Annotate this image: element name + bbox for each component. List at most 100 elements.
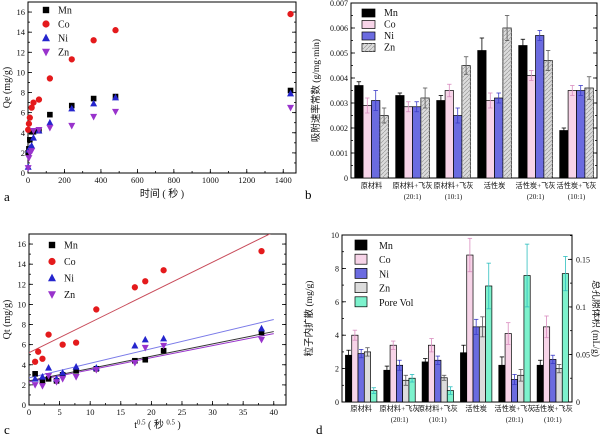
y-tick-label: 8 xyxy=(335,264,339,273)
error-bar-Ni-1 xyxy=(414,101,419,113)
panel-letter-b: b xyxy=(305,187,312,202)
error-bar-Zn-2 xyxy=(463,56,469,75)
fit-line-Co xyxy=(29,234,271,354)
y-tick-label: 10 xyxy=(18,299,27,309)
category-label: 活性炭+飞灰 xyxy=(533,404,573,413)
legend-swatch-Co xyxy=(354,253,368,265)
right-axis-label: 总孔隙体积 (mL/g) xyxy=(590,280,600,357)
y-tick-label: 14 xyxy=(18,259,27,269)
series-Mn xyxy=(25,87,294,156)
axes: 0 5 10 15 20 25 30 35 40 0 2 4 6 8 10 12 14 16 t0.5 ( 秒 0.… xyxy=(2,233,287,431)
bar-Mn-5 xyxy=(536,364,544,403)
point-Co xyxy=(39,355,46,362)
error-bar-Co-3 xyxy=(488,92,493,109)
y-tick-label: 0.001 xyxy=(330,149,348,158)
point-Co xyxy=(72,339,80,346)
y-tick-label: 14 xyxy=(17,27,26,37)
point-Zn xyxy=(59,376,67,383)
x-tick-label: 25 xyxy=(178,407,187,417)
legend-label-Zn: Zn xyxy=(379,284,390,295)
bar-Ni-1 xyxy=(412,106,422,179)
y-tick-label: 0.006 xyxy=(330,24,348,33)
point-Ni xyxy=(46,118,54,126)
y-tick-label: 10 xyxy=(17,67,26,77)
error-bar-Mn-3 xyxy=(479,37,485,64)
y-tick-label: 2 xyxy=(22,380,26,390)
fit-line-Zn xyxy=(29,333,274,383)
point-Ni xyxy=(59,369,67,376)
point-Zn xyxy=(258,336,266,344)
x-tick-label: 30 xyxy=(208,407,217,417)
bar-Co-5 xyxy=(543,326,551,403)
bar-series-Zn xyxy=(379,15,594,179)
point-Co xyxy=(30,99,37,106)
y-tick-label: 2 xyxy=(21,148,25,158)
error-bar-Mn-3 xyxy=(461,344,466,361)
legend-label-Mn: Mn xyxy=(58,6,72,17)
error-bar-Zn-5 xyxy=(556,364,562,374)
error-bar-Ni-5 xyxy=(578,85,583,96)
point-Mn xyxy=(90,95,97,102)
legend-label-Ni: Ni xyxy=(384,31,394,42)
legend-marker-Ni xyxy=(48,273,56,282)
x-tick-label: 400 xyxy=(95,175,108,185)
error-bar-Co-1 xyxy=(406,101,411,113)
point-Ni xyxy=(160,334,168,342)
error-bar-Mn-4 xyxy=(520,38,526,53)
y-tick-label: 4 xyxy=(21,128,26,138)
bar-Co-0 xyxy=(351,334,359,403)
legend-swatch-Mn xyxy=(361,8,376,18)
chart-a-adsorption-kinetics-scatter: 0 200 400 600 800 1000 1200 1400 0 2 4 6 8 10 12 14 16 时间… xyxy=(2,1,297,200)
error-bar-Pore Vol-2 xyxy=(448,386,453,395)
bar-Ni-3 xyxy=(494,97,504,179)
point-Zn xyxy=(72,374,80,381)
legend-label-Mn: Mn xyxy=(64,241,78,252)
bar-Ni-0 xyxy=(357,353,365,403)
error-bar-Ni-3 xyxy=(496,92,501,104)
point-Zn xyxy=(141,344,149,352)
bar-Ni-3 xyxy=(472,326,480,403)
bar-series-Pore Vol xyxy=(370,243,569,403)
right-tick-label: 0.15 xyxy=(576,255,590,264)
error-bar-Mn-4 xyxy=(499,356,505,375)
error-bar-Mn-1 xyxy=(397,92,403,99)
error-bar-Co-4 xyxy=(506,322,511,345)
point-Ni xyxy=(141,335,149,343)
x-tick-label: 200 xyxy=(58,175,71,185)
y-tick-label: 0 xyxy=(21,168,25,178)
legend-swatch-Ni xyxy=(361,31,376,41)
error-bar-Ni-4 xyxy=(537,30,542,41)
legend-swatch-Pore Vol xyxy=(354,296,368,308)
panel-d: 0 2 4 6 8 10 0 0.05 0.1 0.15 总孔隙体积 (mL/g) 粒子内扩散 (mg… xyxy=(300,220,600,439)
category-sublabel: (10:1) xyxy=(429,416,447,424)
x-tick-label: 1200 xyxy=(238,175,255,185)
right-tick-label: 0 xyxy=(576,398,580,407)
category-label: 原材料+飞灰 xyxy=(380,404,420,413)
y-tick-label: 8 xyxy=(22,320,26,330)
point-Mn xyxy=(73,368,79,374)
error-bar-Ni-0 xyxy=(358,348,364,359)
y-tick-label: 6 xyxy=(335,298,339,307)
series-Ni xyxy=(24,89,295,170)
point-Ni xyxy=(112,93,120,101)
point-Co xyxy=(160,267,167,274)
fit-lines xyxy=(29,234,274,383)
bar-Mn-2 xyxy=(436,100,446,179)
point-Mn xyxy=(47,111,53,118)
legend: Mn Co Ni Zn xyxy=(42,6,72,59)
point-Zn xyxy=(25,155,33,162)
point-Zn xyxy=(31,382,39,389)
legend-label-Co: Co xyxy=(58,20,70,31)
point-Ni xyxy=(28,142,36,149)
right-tick-label: 0.05 xyxy=(576,350,590,359)
point-Co xyxy=(26,114,33,121)
y-tick-label: 12 xyxy=(18,279,27,289)
bar-Ni-2 xyxy=(434,359,442,403)
legend-label-Ni: Ni xyxy=(58,34,68,45)
x-tick-label: 10 xyxy=(86,407,95,417)
chart-d-diffusion-porevolume-bars: 0 2 4 6 8 10 0 0.05 0.1 0.15 总孔隙体积 (mL/g) 粒子内扩散 (mg… xyxy=(303,231,600,424)
point-Ni xyxy=(68,104,76,112)
point-Co xyxy=(287,10,294,18)
bar-Mn-2 xyxy=(421,361,429,403)
x-tick-label: 5 xyxy=(57,407,61,417)
